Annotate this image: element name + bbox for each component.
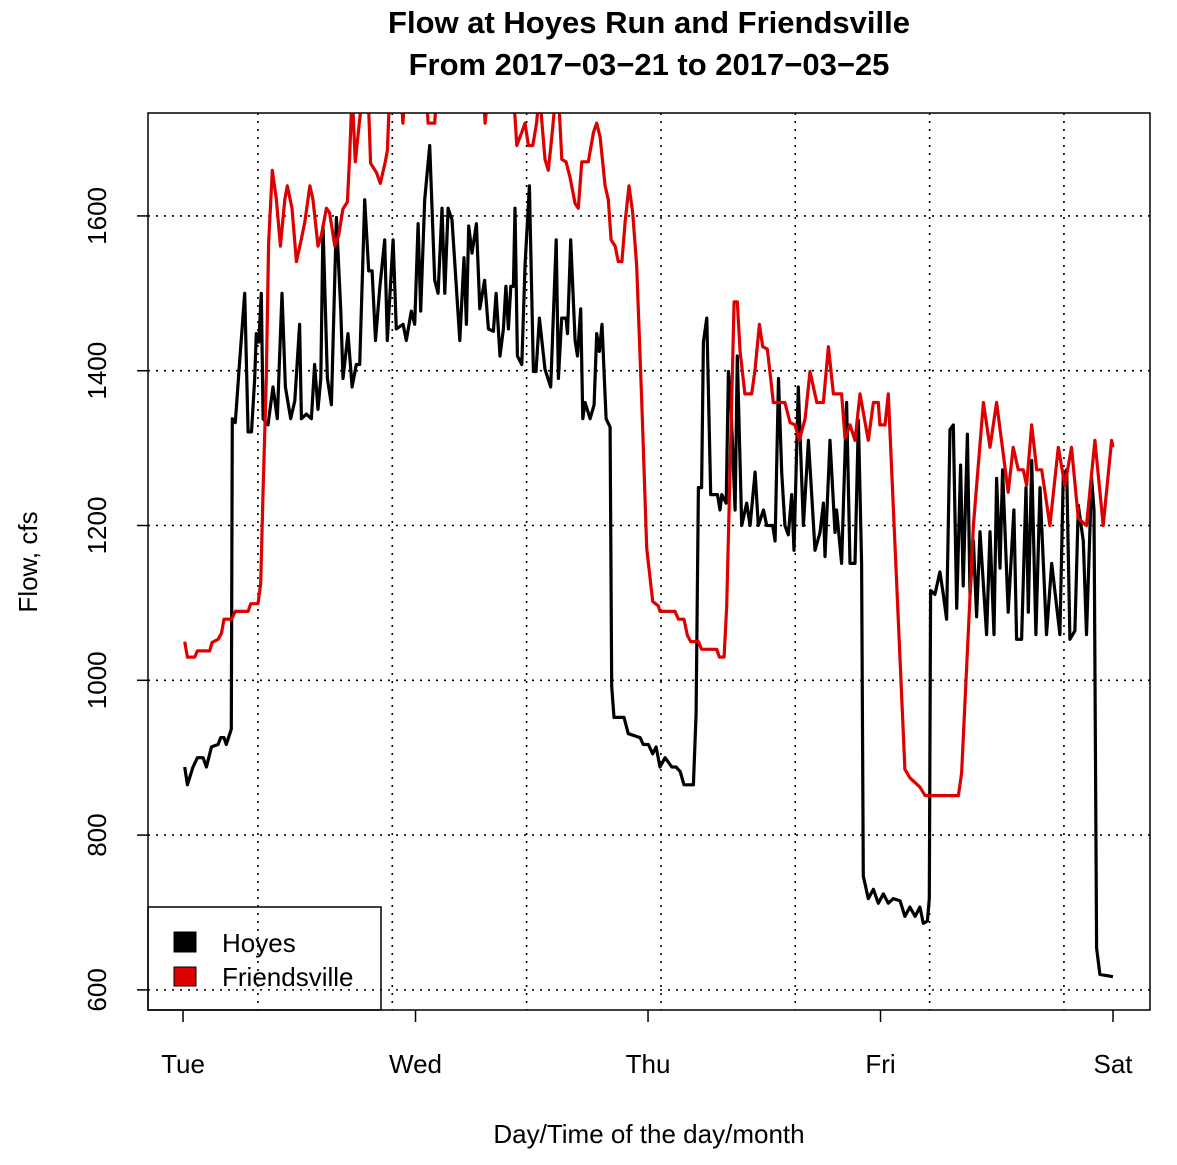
series-line-friendsville xyxy=(183,113,1115,798)
plot-area xyxy=(183,113,1115,979)
y-tick-label: 1000 xyxy=(82,651,112,709)
legend: Hoyes Friendsville xyxy=(147,906,382,1011)
legend-box xyxy=(147,906,382,1011)
y-tick-label: 1600 xyxy=(82,187,112,245)
x-tick-label-sat: Sat xyxy=(1094,1049,1134,1079)
legend-swatch-friendsville xyxy=(173,966,197,987)
legend-label-hoyes: Hoyes xyxy=(222,928,296,958)
y-tick-label: 1200 xyxy=(82,497,112,555)
x-tick-label-thu: Thu xyxy=(626,1049,671,1079)
plot-frame xyxy=(147,112,1151,1011)
x-tick-label-wed: Wed xyxy=(389,1049,442,1079)
y-axis-label: Flow, cfs xyxy=(13,511,43,612)
chart-subtitle: From 2017−03−21 to 2017−03−25 xyxy=(409,47,890,82)
legend-label-friendsville: Friendsville xyxy=(222,962,354,992)
y-axis: 600 800 1000 1200 1400 1600 xyxy=(82,187,148,1012)
legend-swatch-hoyes xyxy=(173,931,197,953)
y-tick-label: 1400 xyxy=(82,342,112,400)
x-axis: Tue Wed Thu Fri Sat xyxy=(161,1010,1133,1079)
x-tick-label-fri: Fri xyxy=(865,1049,895,1079)
y-tick-label: 600 xyxy=(82,968,112,1011)
chart-title: Flow at Hoyes Run and Friendsville xyxy=(388,5,910,40)
x-axis-label: Day/Time of the day/month xyxy=(493,1119,804,1149)
grid xyxy=(148,113,1150,1010)
y-tick-label: 800 xyxy=(82,813,112,856)
x-tick-label-tue: Tue xyxy=(161,1049,205,1079)
series-line-hoyes xyxy=(183,143,1114,979)
